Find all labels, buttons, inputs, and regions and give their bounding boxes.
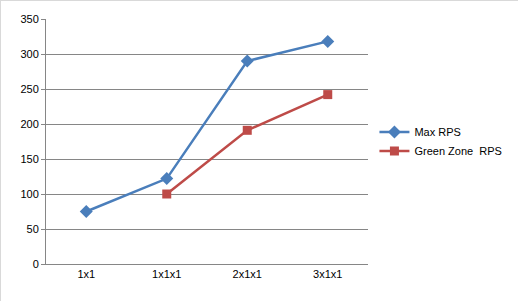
svg-text:Max RPS: Max RPS <box>414 126 460 138</box>
svg-text:50: 50 <box>27 223 39 235</box>
svg-text:100: 100 <box>20 188 38 200</box>
svg-text:Green Zone RPS: Green Zone RPS <box>414 145 501 157</box>
svg-text:1x1x1: 1x1x1 <box>152 268 181 280</box>
svg-text:150: 150 <box>20 153 38 165</box>
svg-text:3x1x1: 3x1x1 <box>313 268 342 280</box>
svg-text:2x1x1: 2x1x1 <box>233 268 262 280</box>
svg-text:250: 250 <box>20 83 38 95</box>
svg-text:0: 0 <box>33 258 39 270</box>
svg-text:1x1: 1x1 <box>77 268 95 280</box>
svg-text:350: 350 <box>20 13 38 25</box>
svg-text:300: 300 <box>20 48 38 60</box>
svg-text:200: 200 <box>20 118 38 130</box>
